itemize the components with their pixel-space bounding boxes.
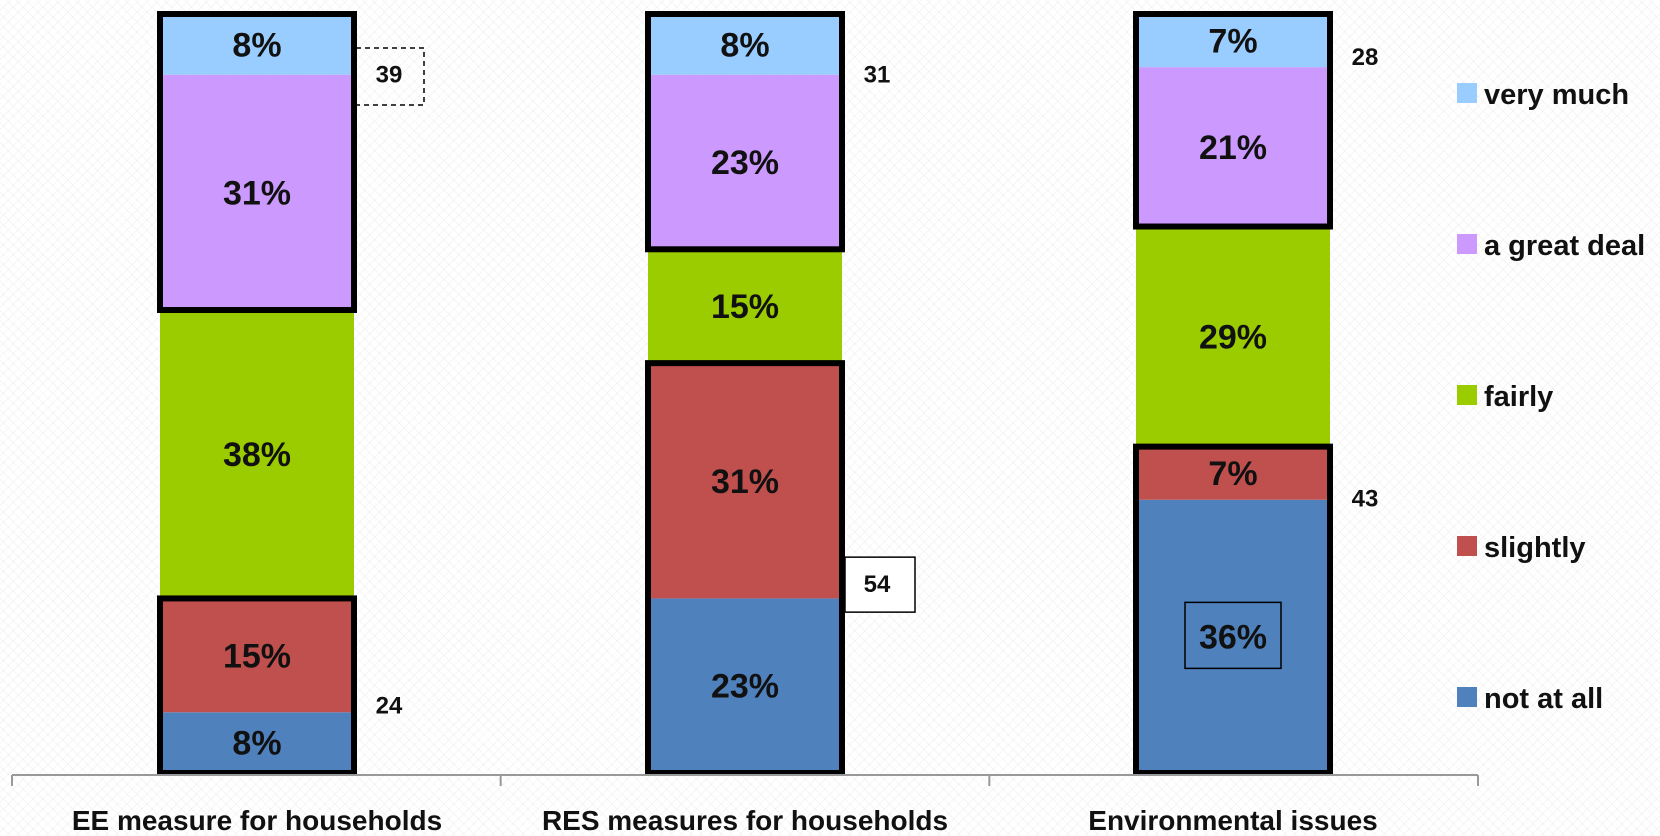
category-label: RES measures for households [542,805,948,836]
top-sum-frame [1133,11,1333,230]
legend-label: very much [1484,79,1629,111]
legend-swatch-not-at-all [1457,687,1477,707]
top-sum-label: 28 [1352,44,1379,71]
segment-value-label: 23% [711,668,779,706]
top-sum-frame [645,11,845,253]
legend-label: not at all [1484,683,1603,715]
bar-segment-a-great-deal [160,74,354,311]
top-sum-label: 39 [376,62,403,89]
bars-layer [160,14,1330,773]
bottom-sum-frame [1133,443,1333,776]
value-label-box [1184,601,1282,670]
segment-value-label: 8% [232,725,281,763]
segment-value-label: 38% [223,436,291,474]
segment-value-label: 21% [1199,129,1267,167]
bar-segment-fairly [160,310,354,599]
legend-label: a great deal [1484,230,1645,262]
bar-segment-a-great-deal [648,74,842,250]
segment-value-label: 7% [1208,23,1257,61]
segment-value-label: 15% [223,637,291,675]
bar-segment-very-much [160,14,354,75]
bottom-sum-label: 43 [1352,486,1379,513]
sum-labels-layer: 39 24 31 54 28 43 [355,44,1379,719]
legend-swatch-fairly [1457,385,1477,405]
segment-value-label: 8% [232,26,281,64]
segment-value-label: 36% [1199,618,1267,656]
legend-swatch-a-great-deal [1457,234,1477,254]
bar-segment-fairly [648,249,842,364]
segment-value-label: 8% [720,26,769,64]
bar-segment-not-at-all [1136,499,1330,773]
category-label: EE measure for households [72,805,442,836]
bottom-sum-frame [645,360,845,776]
bar-segment-slightly [160,598,354,713]
sum-label-box [844,556,916,613]
bottom-sum-frame [157,595,357,776]
legend-swatch-very-much [1457,83,1477,103]
top-sum-label: 31 [864,62,891,89]
segment-value-label: 23% [711,144,779,182]
segment-value-label: 31% [223,174,291,212]
segment-value-label: 31% [711,463,779,501]
segment-value-label: 15% [711,288,779,326]
top-sum-frame [157,11,357,314]
bar-segment-very-much [1136,14,1330,68]
bar-segment-fairly [1136,226,1330,447]
legend-label: fairly [1484,381,1553,413]
bottom-sum-label: 24 [376,692,403,719]
legend-label: slightly [1484,532,1586,564]
segment-labels-layer: 8% 15% 38% 31% 8% 23% 31% 15% 23% 8% 36% 7% 29% 21% 7% [223,23,1282,763]
bar-segment-slightly [648,363,842,599]
segment-value-label: 7% [1208,455,1257,493]
bar-segment-not-at-all [648,598,842,773]
bar-segment-a-great-deal [1136,67,1330,227]
category-labels-layer: EE measure for households RES measures fo… [72,805,1378,836]
bar-segment-not-at-all [160,712,354,773]
bar-segment-slightly [1136,446,1330,500]
x-axis [11,774,1479,786]
bar-segment-very-much [648,14,842,75]
legend: very much a great deal fairly slightly not a… [1457,79,1645,715]
highlight-frames-layer [157,11,1333,776]
category-label: Environmental issues [1088,805,1377,836]
segment-value-label: 29% [1199,319,1267,357]
bottom-sum-label: 54 [864,571,891,598]
legend-swatch-slightly [1457,536,1477,556]
